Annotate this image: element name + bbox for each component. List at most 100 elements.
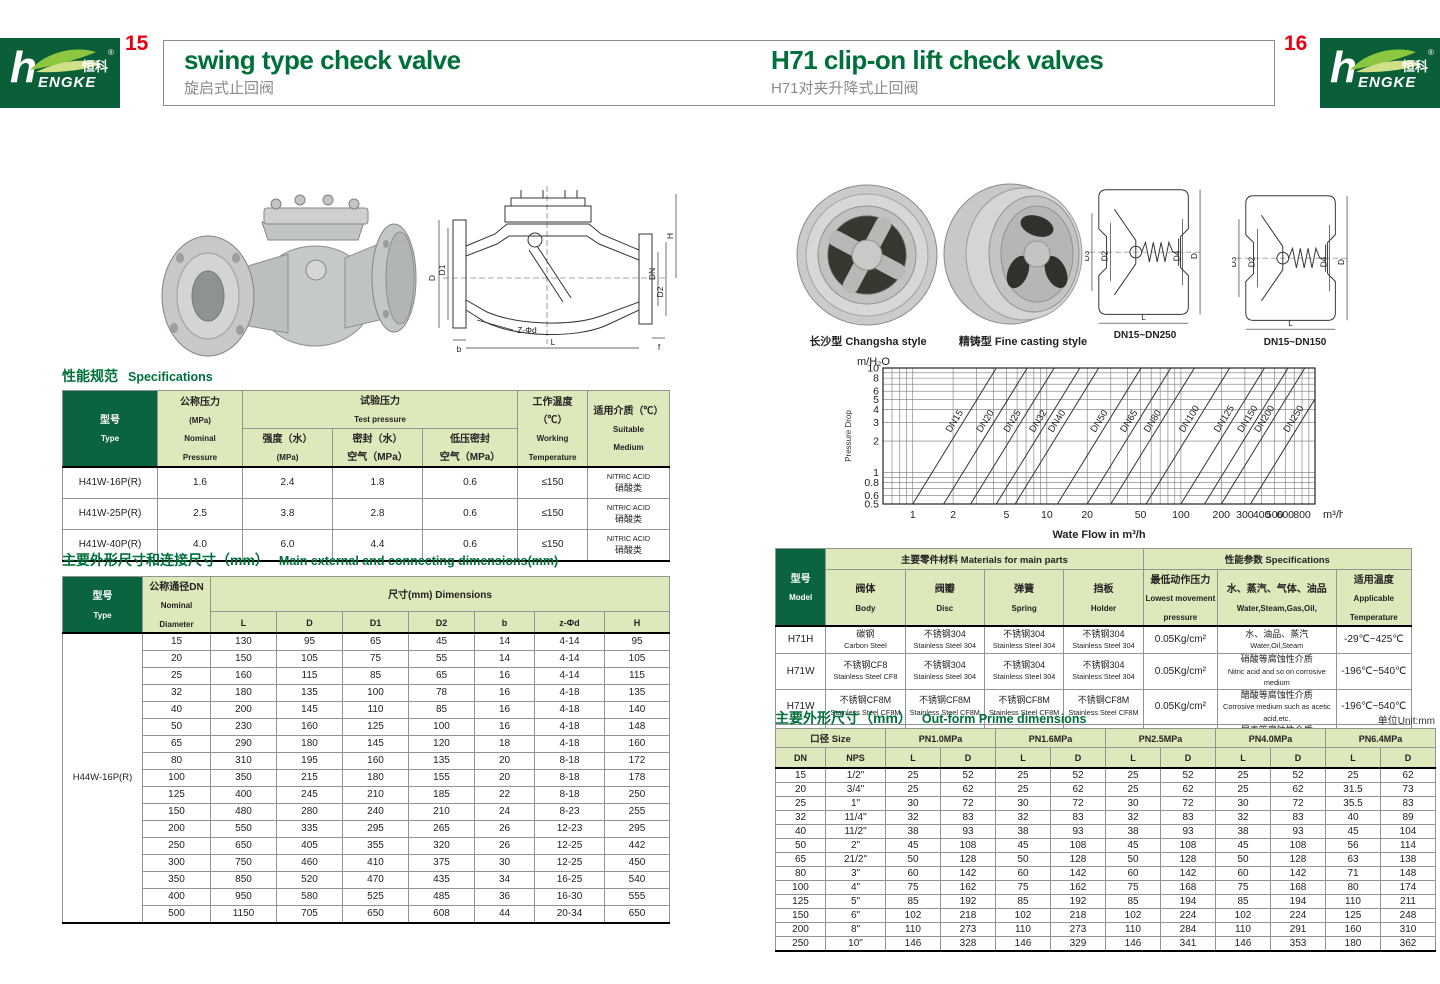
- table-cell: 125: [342, 718, 409, 737]
- table-cell: 291: [1270, 921, 1326, 937]
- svg-text:H: H: [665, 233, 675, 239]
- table-cell: H41W-40P(R): [62, 528, 158, 562]
- svg-text:D4: D4: [1173, 250, 1182, 261]
- table-cell: 83: [1380, 795, 1436, 811]
- table-cell: 102: [995, 907, 1051, 923]
- table-cell: 38: [1215, 823, 1271, 839]
- table-cell: 不锈钢CF8M Stainless Steel CF8M: [983, 688, 1065, 726]
- table-cell: 174: [1380, 879, 1436, 895]
- table-cell: 60: [885, 865, 941, 881]
- table-cell: 608: [408, 905, 475, 924]
- table-cell: 128: [1270, 851, 1326, 867]
- svg-text:400: 400: [1253, 509, 1271, 521]
- table-cell: 148: [603, 718, 671, 737]
- spec-heading: 性能规范 Specifications: [62, 366, 213, 386]
- table-cell: NITRIC ACID 硝酸类: [587, 528, 671, 562]
- table-cell: 38: [885, 823, 941, 839]
- table-cell: 80: [142, 752, 211, 771]
- table-cell: 71: [1325, 865, 1381, 881]
- table-cell: 0.05Kg/cm²: [1142, 625, 1219, 655]
- logo-text: ENGKE: [1358, 74, 1417, 91]
- table-cell: 110: [1215, 921, 1271, 937]
- table-cell: 4-18: [534, 735, 605, 754]
- logo-registered-mark: ®: [108, 48, 114, 57]
- table-cell: 不锈钢304 Stainless Steel 304: [1063, 653, 1144, 690]
- table-cell: 230: [210, 718, 277, 737]
- svg-text:200: 200: [1213, 509, 1231, 521]
- table-cell: 135: [408, 752, 475, 771]
- table-cell: 135: [603, 684, 671, 703]
- logo-registered-mark: ®: [1428, 48, 1434, 57]
- swing-check-valve-photo: [150, 178, 430, 368]
- table-cell: 93: [1160, 823, 1216, 839]
- table-cell: 8-18: [534, 786, 605, 805]
- table-cell: 650: [603, 905, 671, 924]
- svg-text:L: L: [1288, 319, 1293, 328]
- svg-text:f: f: [658, 342, 661, 352]
- table-cell: 250: [603, 786, 671, 805]
- table-cell: 250: [142, 837, 211, 856]
- dims-heading: 主要外形尺寸和连接尺寸（mm） Main external and connect…: [62, 550, 558, 570]
- table-cell: 16: [474, 718, 535, 737]
- table-cell: 555: [603, 888, 671, 907]
- svg-text:DN32: DN32: [1027, 408, 1049, 434]
- table-cell: 460: [276, 854, 343, 873]
- table-cell: 20-34: [534, 905, 605, 924]
- table-cell: 410: [342, 854, 409, 873]
- table-cell: 328: [940, 935, 996, 952]
- table-cell: 128: [940, 851, 996, 867]
- spec-heading-cn: 性能规范: [62, 368, 118, 384]
- table-cell: 115: [276, 667, 343, 686]
- outform-heading-cn: 主要外形尺寸（mm）: [775, 710, 912, 726]
- table-cell: 168: [1270, 879, 1326, 895]
- table-cell: 540: [603, 871, 671, 890]
- table-cell: 405: [276, 837, 343, 856]
- svg-text:Z-Φd: Z-Φd: [517, 325, 537, 335]
- table-cell: 醋酸等腐蚀性介质 Corrosive medium such as acetic …: [1217, 688, 1337, 726]
- table-cell: 18: [474, 735, 535, 754]
- table-cell: 93: [1050, 823, 1106, 839]
- dims-heading-en: Main external and connecting dimensions(…: [278, 554, 559, 568]
- table-cell: 31.5: [1325, 781, 1381, 797]
- table-cell: 95: [276, 632, 343, 652]
- table-cell: 3.8: [242, 497, 333, 530]
- table-cell: 52: [940, 767, 996, 783]
- table-cell: 320: [408, 837, 475, 856]
- table-cell: 40: [775, 823, 826, 839]
- table-cell: 0.05Kg/cm²: [1142, 653, 1219, 690]
- table-cell: 210: [342, 786, 409, 805]
- table-cell: 8-18: [534, 752, 605, 771]
- table-cell: 8-23: [534, 803, 605, 822]
- table-cell: 32: [142, 684, 211, 703]
- table-cell: 0.6: [421, 497, 519, 530]
- table-cell: 145: [342, 735, 409, 754]
- table-cell: 32: [995, 809, 1051, 825]
- svg-text:DN80: DN80: [1142, 408, 1164, 434]
- table-cell: 108: [1050, 837, 1106, 853]
- table-cell: 110: [995, 921, 1051, 937]
- table-cell: 45: [408, 632, 475, 652]
- table-cell: 32: [775, 809, 826, 825]
- table-cell: 442: [603, 837, 671, 856]
- table-cell: 30: [885, 795, 941, 811]
- table-cell: 45: [995, 837, 1051, 853]
- table-cell: 85: [408, 701, 475, 720]
- svg-text:D2: D2: [1248, 256, 1257, 267]
- table-cell: 5": [825, 893, 886, 909]
- table-cell: 16: [474, 667, 535, 686]
- table-cell: 15: [142, 632, 211, 652]
- table-cell: 4.0: [157, 528, 243, 562]
- svg-text:500: 500: [1266, 509, 1284, 521]
- table-cell: 160: [1325, 921, 1381, 937]
- table-cell: 60: [1105, 865, 1161, 881]
- dims-heading-cn: 主要外形尺寸和连接尺寸（mm）: [62, 552, 269, 568]
- table-cell: 580: [276, 888, 343, 907]
- table-cell: 130: [210, 632, 277, 652]
- wafer-valve-photo-changsha: [795, 183, 940, 333]
- table-cell: 30: [995, 795, 1051, 811]
- table-cell: 65: [142, 735, 211, 754]
- svg-text:D: D: [1190, 253, 1199, 259]
- table-cell: 120: [408, 735, 475, 754]
- table-cell: 83: [940, 809, 996, 825]
- spec-table: 型号 Type 公称压力 (MPa) Nominal Pressure 试验压力 Test p…: [62, 389, 671, 562]
